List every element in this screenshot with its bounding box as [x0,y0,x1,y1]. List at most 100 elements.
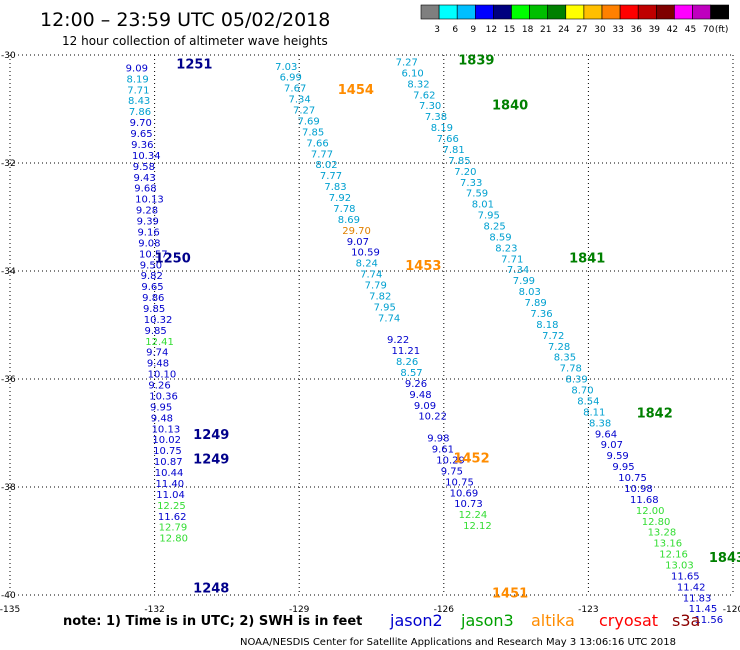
colorbar-label: 42 [667,25,678,35]
wave-height-value: 10.29 [436,455,465,466]
wave-height-value: 7.72 [542,331,564,342]
wave-height-value: 9.75 [441,466,463,477]
wave-height-value: 9.48 [147,359,169,370]
satellite-legend: jason2 jason3 altika cryosat s3a [389,611,700,630]
wave-height-value: 8.19 [126,74,148,85]
wave-height-value: 8.18 [536,320,558,331]
wave-height-value: 7.79 [365,281,387,292]
colorbar-label: 9 [470,25,476,35]
colorbar-label: (ft) [715,25,729,35]
wave-height-value: 7.38 [425,112,447,123]
x-tick-label: -129 [289,605,310,615]
wave-height-value: 8.70 [571,386,593,397]
wave-height-value: 7.27 [396,57,418,68]
wave-height-value: 9.08 [138,238,160,249]
wave-height-value: 9.39 [137,217,159,228]
y-tick-label: -40 [1,591,16,601]
wave-height-value: 7.77 [320,171,342,182]
wave-height-value: 12.80 [642,517,671,528]
wave-height-value: 8.38 [589,418,611,429]
wave-height-value: 12.16 [659,550,688,561]
wave-height-value: 10.73 [454,499,483,510]
wave-height-value: 9.07 [347,237,369,248]
legend-jason2: jason2 [389,611,443,630]
pass-time-label: 1249 [193,428,229,443]
wave-height-value: 12.80 [159,534,188,545]
pass-time-label: 1251 [176,58,212,73]
wave-height-value: 7.85 [302,127,324,138]
wave-height-value: 11.42 [677,582,706,593]
colorbar-label: 39 [649,25,661,35]
wave-height-value: 7.74 [378,313,400,324]
colorbar-swatch [692,4,711,20]
wave-height-value: 29.70 [342,226,371,237]
x-tick-label: -126 [434,605,455,615]
wave-height-value: 8.25 [483,222,505,233]
wave-height-value: 9.65 [130,129,152,140]
wave-height-value: 8.01 [472,200,494,211]
y-tick-label: -34 [1,267,16,277]
wave-height-value: 9.26 [405,379,427,390]
pass-time-label: 1250 [155,252,191,267]
colorbar-swatch [420,4,440,20]
wave-height-value: 9.85 [143,304,165,315]
wave-height-value: 10.02 [152,435,181,446]
wave-height-value: 8.11 [583,407,605,418]
wave-height-value: 12.00 [636,506,665,517]
wave-height-value: 9.86 [142,293,164,304]
wave-height-value: 10.98 [624,484,653,495]
wave-height-value: 12.12 [463,521,492,532]
wave-height-value: 10.13 [152,424,181,435]
wave-height-value: 9.61 [432,445,454,456]
wave-height-value: 9.64 [595,429,617,440]
legend-altika: altika [531,611,575,630]
wave-height-value: 8.02 [315,160,337,171]
pass-time-label: 1842 [637,406,673,421]
colorbar-swatch [583,4,603,20]
wave-height-value: 13.16 [653,539,682,550]
y-tick-label: -36 [1,375,16,385]
wave-height-value: 7.81 [442,145,464,156]
colorbar-swatch [529,4,548,20]
wave-height-value: 9.70 [130,118,152,129]
wave-height-value: 7.95 [374,302,396,313]
wave-height-value: 7.86 [129,107,151,118]
wave-height-value: 13.28 [648,528,677,539]
wave-height-value: 10.36 [149,391,178,402]
wave-height-value: 7.82 [369,291,391,302]
colorbar-swatch [710,4,729,20]
credit-text: NOAA/NESDIS Center for Satellite Applica… [240,637,676,648]
wave-height-value: 7.92 [329,193,351,204]
wave-height-value: 7.59 [466,189,488,200]
wave-height-value: 9.36 [131,140,153,151]
legend-s3a: s3a [672,611,700,630]
wave-height-value: 10.59 [351,248,380,259]
wave-height-value: 10.22 [418,412,447,423]
wave-height-value: 9.16 [137,227,159,238]
wave-height-value: 9.07 [601,440,623,451]
colorbar-swatch [619,4,639,20]
colorbar-label: 15 [504,25,515,35]
colorbar-label: 70 [703,25,715,35]
wave-height-value: 7.85 [448,156,470,167]
wave-height-value: 8.03 [519,287,541,298]
wave-height-value: 8.23 [495,243,517,254]
wave-height-value: 9.95 [150,402,172,413]
wave-height-value: 12.41 [145,337,174,348]
colorbar-swatch [674,4,693,20]
wave-height-value: 9.95 [612,462,634,473]
wave-height-value: 11.45 [689,604,718,615]
wave-height-value: 12.79 [159,523,188,534]
colorbar-swatch [511,4,530,20]
wave-height-value: 10.75 [153,446,182,457]
legend-cryosat: cryosat [599,611,658,630]
wave-height-value: 7.83 [324,182,346,193]
wave-height-value: 9.65 [141,282,163,293]
x-tick-label: -132 [144,605,164,615]
wave-height-value: 7.89 [525,298,547,309]
wave-height-value: 11.40 [155,479,184,490]
wave-height-value: 8.39 [566,375,588,386]
wave-height-value: 10.10 [148,370,177,381]
wave-height-value: 8.59 [489,232,511,243]
wave-height-value: 8.35 [554,353,576,364]
